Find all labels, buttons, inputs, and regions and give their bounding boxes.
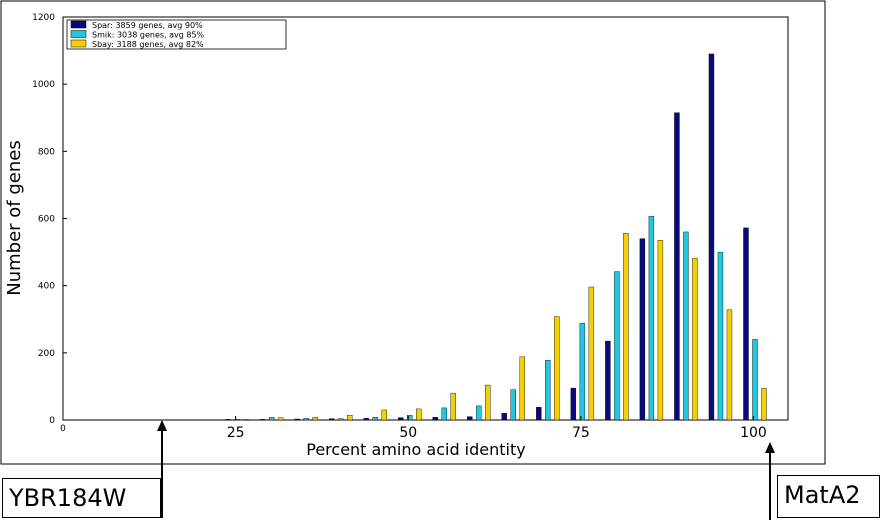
y-tick-label: 400 <box>38 282 55 292</box>
bar-series-3-90 <box>692 257 698 421</box>
bar-series-2-45 <box>372 417 378 421</box>
bar-series-1-100 <box>743 227 749 421</box>
x-tick-label: 75 <box>572 425 590 441</box>
bar-series-1-80 <box>605 340 611 421</box>
bar-series-2-55 <box>441 407 447 421</box>
callout-mata2: MatA2 <box>777 475 880 518</box>
bar-series-3-40 <box>346 415 353 421</box>
plot-area <box>62 16 789 421</box>
bar-series-2-60 <box>476 405 482 421</box>
bar-series-2-85 <box>648 215 655 421</box>
bar-series-1-25 <box>225 419 231 421</box>
bar-series-2-70 <box>545 360 551 421</box>
bar-series-1-40 <box>328 418 335 421</box>
bar-series-2-30 <box>268 417 275 421</box>
y-tick-label: 600 <box>38 215 55 225</box>
bar-series-1-35 <box>294 418 300 421</box>
bar-series-3-35 <box>312 417 318 421</box>
bar-series-3-30 <box>277 417 284 421</box>
bar-series-2-25 <box>234 419 240 421</box>
x-tick-label: 0 <box>60 424 66 434</box>
bar-series-1-70 <box>536 407 542 421</box>
x-axis: 0 25 50 75 100 <box>60 416 767 441</box>
bar-series-1-90 <box>674 112 680 421</box>
legend-label-2: Smik: 3038 genes, avg 85% <box>92 31 205 40</box>
bar-series-3-80 <box>623 233 629 421</box>
bar-series-3-75 <box>588 286 595 421</box>
bar-series-2-80 <box>614 271 620 421</box>
bar-series-2-90 <box>683 231 689 421</box>
y-tick-label: 1200 <box>32 13 55 23</box>
y-tick-label: 1000 <box>32 80 55 90</box>
legend-swatch-1 <box>70 20 87 29</box>
bar-series-1-30 <box>259 419 266 421</box>
bar-series-3-45 <box>381 409 387 421</box>
bar-series-3-85 <box>657 240 664 421</box>
legend-box <box>66 19 287 50</box>
bar-series-3-50 <box>416 408 422 421</box>
bar-series-3-25 <box>243 419 249 421</box>
bar-series-2-50 <box>407 415 413 421</box>
bar-series-1-55 <box>432 417 438 421</box>
bar-series-2-40 <box>337 418 344 421</box>
bar-series-1-65 <box>501 413 508 421</box>
callout-ybr184w: YBR184W <box>2 478 161 518</box>
x-axis-label: Percent amino acid identity <box>306 440 525 459</box>
bar-series-2-35 <box>303 418 309 421</box>
x-tick-label: 100 <box>740 425 767 441</box>
legend-label-3: Sbay: 3188 genes, avg 82% <box>92 40 204 49</box>
bar-series-1-75 <box>570 387 577 421</box>
legend-swatch-3 <box>70 39 87 48</box>
legend-swatch-2 <box>70 30 87 38</box>
bar-series-3-100 <box>761 388 767 421</box>
x-tick-label: 25 <box>227 425 245 441</box>
bar-series-3-70 <box>554 316 560 421</box>
bar-series-3-65 <box>519 356 526 421</box>
bar-series-1-45 <box>363 418 369 421</box>
legend: Spar: 3859 genes, avg 90%Smik: 3038 gene… <box>66 19 287 50</box>
y-axis-label: Number of genes <box>4 140 25 295</box>
bar-series-3-55 <box>450 392 456 421</box>
legend-label-1: Spar: 3859 genes, avg 90% <box>92 21 203 30</box>
bar-series-1-60 <box>467 416 473 421</box>
y-tick-label: 0 <box>49 416 55 426</box>
bar-series-2-65 <box>510 389 517 421</box>
arrow-ybr184w <box>157 420 167 518</box>
bar-series-2-100 <box>752 339 758 421</box>
bar-series-1-95 <box>708 53 715 421</box>
y-tick-label: 800 <box>38 147 55 157</box>
bar-series-1-85 <box>639 238 646 421</box>
bar-series-2-75 <box>579 323 586 421</box>
arrow-mata2 <box>765 442 775 520</box>
bars-group <box>87 53 767 421</box>
y-tick-label: 200 <box>38 349 55 359</box>
bar-series-1-50 <box>398 417 404 421</box>
x-tick-label: 50 <box>399 425 417 441</box>
bar-series-3-60 <box>485 384 491 421</box>
bar-series-2-95 <box>717 251 724 421</box>
bar-series-3-95 <box>726 309 733 421</box>
y-axis: 0 200 400 600 800 1000 1200 <box>32 13 67 426</box>
